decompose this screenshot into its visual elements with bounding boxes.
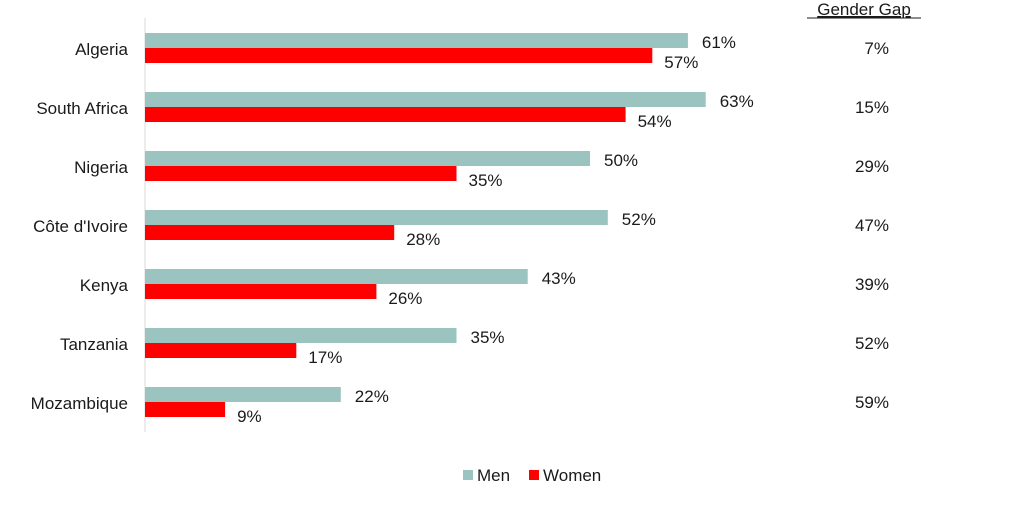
bar-women-nigeria <box>145 166 457 181</box>
value-label-women-kenya: 26% <box>388 289 422 308</box>
value-labels: 61%57% 63% 54% 50% 35% 52% 28% 43% 26% 35% 17% 22% 9… <box>237 33 754 426</box>
category-label-south-africa: South Africa <box>36 99 128 118</box>
legend-label-women: Women <box>543 466 601 485</box>
gender-gap-value-kenya: 39% <box>855 275 889 294</box>
category-label-tanzania: Tanzania <box>60 335 129 354</box>
bar-men-mozambique <box>145 387 341 402</box>
gender-gap-value-nigeria: 29% <box>855 157 889 176</box>
value-label-women-tanzania: 17% <box>308 348 342 367</box>
bar-women-mozambique <box>145 402 226 417</box>
value-label-women-mozambique: 9% <box>237 407 262 426</box>
bar-men-c-te-d-ivoire <box>145 210 608 225</box>
bar-women-algeria <box>145 48 653 63</box>
value-label-men-c-te-d-ivoire: 52% <box>622 210 656 229</box>
gender-gap-value-c-te-d-ivoire: 47% <box>855 216 889 235</box>
gender-gap-title: Gender Gap <box>817 0 911 19</box>
value-label-women-south-africa: 54% <box>638 112 672 131</box>
bar-women-south-africa <box>145 107 626 122</box>
value-label-men-algeria: 61% <box>702 33 736 52</box>
bar-women-c-te-d-ivoire <box>145 225 395 240</box>
value-label-women-algeria: 57% <box>664 53 698 72</box>
value-label-men-nigeria: 50% <box>604 151 638 170</box>
value-label-women-nigeria: 35% <box>469 171 503 190</box>
legend-swatch-women <box>529 470 539 480</box>
legend: Men Women <box>463 466 601 485</box>
gender-gap-value-tanzania: 52% <box>855 334 889 353</box>
category-labels: Algeria South Africa Nigeria Côte d'Ivoire K… <box>31 40 129 413</box>
value-label-men-kenya: 43% <box>542 269 576 288</box>
category-label-nigeria: Nigeria <box>74 158 128 177</box>
bar-men-tanzania <box>145 328 457 343</box>
category-label-kenya: Kenya <box>80 276 129 295</box>
bar-women-kenya <box>145 284 377 299</box>
bar-women-tanzania <box>145 343 297 358</box>
legend-swatch-men <box>463 470 473 480</box>
gender-gap-values: 7% 15% 29% 47% 39% 52% 59% <box>855 39 889 412</box>
value-label-men-tanzania: 35% <box>471 328 505 347</box>
legend-label-men: Men <box>477 466 510 485</box>
gender-gap-value-mozambique: 59% <box>855 393 889 412</box>
value-label-men-south-africa: 63% <box>720 92 754 111</box>
bar-men-nigeria <box>145 151 590 166</box>
gender-gap-value-algeria: 7% <box>864 39 889 58</box>
bar-men-south-africa <box>145 92 706 107</box>
category-label-c-te-d-ivoire: Côte d'Ivoire <box>33 217 128 236</box>
bar-men-algeria <box>145 33 688 48</box>
value-label-women-c-te-d-ivoire: 28% <box>406 230 440 249</box>
category-label-algeria: Algeria <box>75 40 128 59</box>
value-label-men-mozambique: 22% <box>355 387 389 406</box>
bar-men-kenya <box>145 269 528 284</box>
gender-gap-value-south-africa: 15% <box>855 98 889 117</box>
bars-group <box>145 33 706 417</box>
category-label-mozambique: Mozambique <box>31 394 128 413</box>
